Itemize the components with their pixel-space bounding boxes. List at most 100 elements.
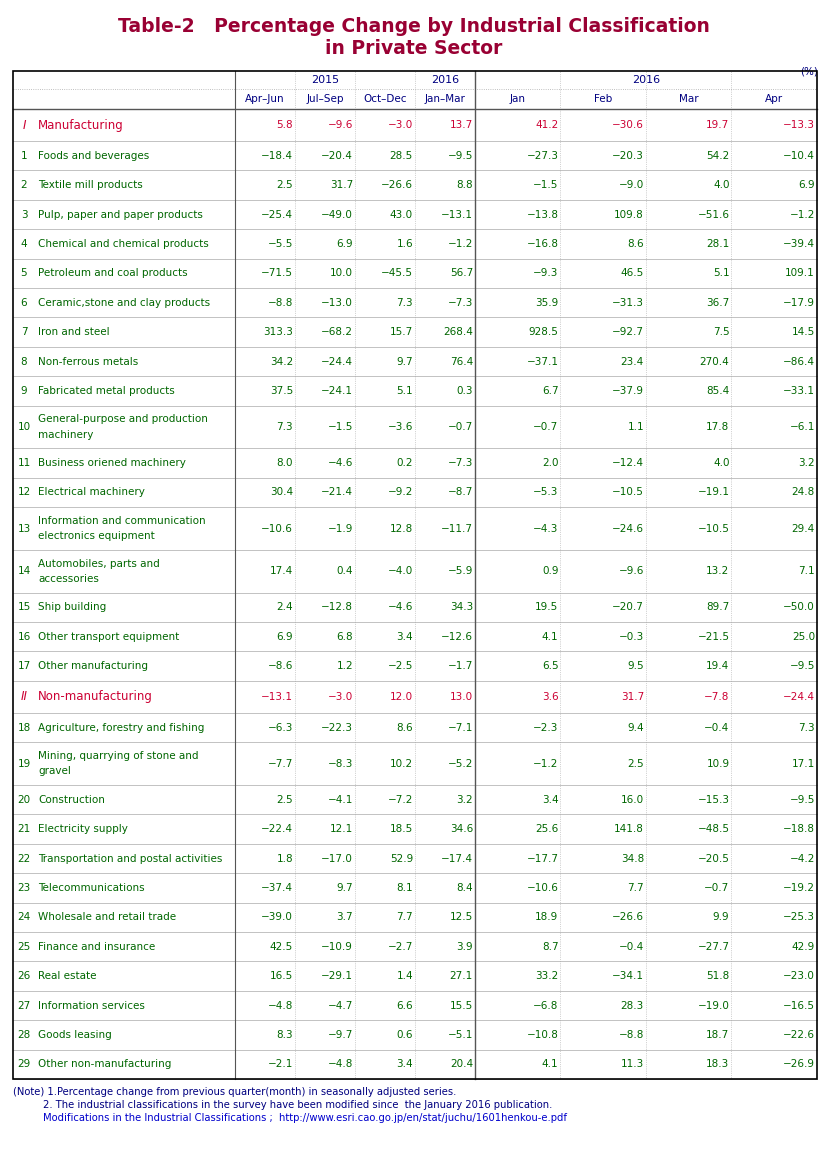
Text: −29.1: −29.1 xyxy=(321,971,352,981)
Text: −0.4: −0.4 xyxy=(618,942,643,952)
Text: 6.9: 6.9 xyxy=(336,238,352,249)
Text: −45.5: −45.5 xyxy=(380,269,413,278)
Text: 3.4: 3.4 xyxy=(396,631,413,642)
Text: Ship building: Ship building xyxy=(38,602,106,613)
Text: −19.1: −19.1 xyxy=(696,487,729,498)
Text: Petroleum and coal products: Petroleum and coal products xyxy=(38,269,188,278)
Text: 27: 27 xyxy=(17,1001,31,1010)
Text: Construction: Construction xyxy=(38,795,105,804)
Text: −68.2: −68.2 xyxy=(321,327,352,337)
Text: 12: 12 xyxy=(17,487,31,498)
Text: −86.4: −86.4 xyxy=(782,357,814,367)
Text: −9.5: −9.5 xyxy=(789,662,814,671)
Text: −6.1: −6.1 xyxy=(789,422,814,433)
Text: −17.4: −17.4 xyxy=(441,853,472,864)
Text: Textile mill products: Textile mill products xyxy=(38,180,142,191)
Text: −24.4: −24.4 xyxy=(321,357,352,367)
Text: in Private Sector: in Private Sector xyxy=(325,39,502,58)
Text: −4.2: −4.2 xyxy=(789,853,814,864)
Text: 12.5: 12.5 xyxy=(449,912,472,922)
Text: −27.7: −27.7 xyxy=(696,942,729,952)
Text: −4.1: −4.1 xyxy=(327,795,352,804)
Text: 2.5: 2.5 xyxy=(627,759,643,769)
Text: 141.8: 141.8 xyxy=(614,824,643,835)
Text: −12.4: −12.4 xyxy=(611,458,643,468)
Text: Telecommunications: Telecommunications xyxy=(38,883,145,893)
Text: Real estate: Real estate xyxy=(38,971,97,981)
Text: 3: 3 xyxy=(21,209,27,220)
Text: 8.4: 8.4 xyxy=(456,883,472,893)
Text: −9.5: −9.5 xyxy=(447,151,472,161)
Text: 31.7: 31.7 xyxy=(620,692,643,701)
Text: −1.5: −1.5 xyxy=(327,422,352,433)
Text: 7.3: 7.3 xyxy=(396,298,413,307)
Text: 2016: 2016 xyxy=(631,75,659,85)
Text: 9.7: 9.7 xyxy=(336,883,352,893)
Text: Apr–Jun: Apr–Jun xyxy=(245,94,284,104)
Text: Automobiles, parts and: Automobiles, parts and xyxy=(38,559,160,568)
Text: 52.9: 52.9 xyxy=(390,853,413,864)
Text: 8.7: 8.7 xyxy=(541,942,558,952)
Text: 2016: 2016 xyxy=(430,75,458,85)
Text: 19.7: 19.7 xyxy=(705,120,729,130)
Text: −4.8: −4.8 xyxy=(267,1001,293,1010)
Text: −2.7: −2.7 xyxy=(387,942,413,952)
Text: −2.3: −2.3 xyxy=(533,722,558,733)
Text: 3.6: 3.6 xyxy=(541,692,558,701)
Text: −16.5: −16.5 xyxy=(782,1001,814,1010)
Text: −22.3: −22.3 xyxy=(321,722,352,733)
Text: 9.4: 9.4 xyxy=(627,722,643,733)
Text: 6.5: 6.5 xyxy=(541,662,558,671)
Text: 11: 11 xyxy=(17,458,31,468)
Text: −24.1: −24.1 xyxy=(321,386,352,396)
Text: −1.2: −1.2 xyxy=(447,238,472,249)
Text: Mining, quarrying of stone and: Mining, quarrying of stone and xyxy=(38,750,198,761)
Text: 16: 16 xyxy=(17,631,31,642)
Text: 8.6: 8.6 xyxy=(627,238,643,249)
Text: −13.1: −13.1 xyxy=(261,692,293,701)
Text: −7.1: −7.1 xyxy=(447,722,472,733)
Text: 13.7: 13.7 xyxy=(449,120,472,130)
Text: −6.8: −6.8 xyxy=(533,1001,558,1010)
Text: Chemical and chemical products: Chemical and chemical products xyxy=(38,238,208,249)
Text: −20.4: −20.4 xyxy=(321,151,352,161)
Text: General-purpose and production: General-purpose and production xyxy=(38,414,208,424)
Text: 18.3: 18.3 xyxy=(705,1059,729,1070)
Text: −10.5: −10.5 xyxy=(697,524,729,533)
Text: −9.6: −9.6 xyxy=(618,566,643,576)
Text: −13.3: −13.3 xyxy=(782,120,814,130)
Text: 0.2: 0.2 xyxy=(396,458,413,468)
Text: 24: 24 xyxy=(17,912,31,922)
Text: 1: 1 xyxy=(21,151,27,161)
Text: II: II xyxy=(21,691,27,704)
Text: −4.6: −4.6 xyxy=(327,458,352,468)
Text: Feb: Feb xyxy=(594,94,612,104)
Text: −8.3: −8.3 xyxy=(327,759,352,769)
Text: Ceramic,stone and clay products: Ceramic,stone and clay products xyxy=(38,298,210,307)
Text: accessories: accessories xyxy=(38,574,98,584)
Text: 0.9: 0.9 xyxy=(542,566,558,576)
Text: −2.1: −2.1 xyxy=(267,1059,293,1070)
Text: Finance and insurance: Finance and insurance xyxy=(38,942,155,952)
Text: (Note) 1.Percentage change from previous quarter(month) in seasonally adjusted s: (Note) 1.Percentage change from previous… xyxy=(13,1087,456,1097)
Text: 15.5: 15.5 xyxy=(449,1001,472,1010)
Text: 268.4: 268.4 xyxy=(442,327,472,337)
Text: −26.6: −26.6 xyxy=(611,912,643,922)
Text: 0.4: 0.4 xyxy=(336,566,352,576)
Text: −11.7: −11.7 xyxy=(441,524,472,533)
Text: −16.8: −16.8 xyxy=(526,238,558,249)
Text: 2. The industrial classifications in the survey have been modified since  the Ja: 2. The industrial classifications in the… xyxy=(43,1100,552,1111)
Text: −4.7: −4.7 xyxy=(327,1001,352,1010)
Text: 34.6: 34.6 xyxy=(449,824,472,835)
Text: −1.7: −1.7 xyxy=(447,662,472,671)
Text: −17.0: −17.0 xyxy=(321,853,352,864)
Text: 20: 20 xyxy=(17,795,31,804)
Text: 42.9: 42.9 xyxy=(791,942,814,952)
Text: 4.1: 4.1 xyxy=(541,631,558,642)
Text: −17.7: −17.7 xyxy=(526,853,558,864)
Text: 5: 5 xyxy=(21,269,27,278)
Text: 10.2: 10.2 xyxy=(390,759,413,769)
Text: 56.7: 56.7 xyxy=(449,269,472,278)
Text: 28.1: 28.1 xyxy=(705,238,729,249)
Text: 0.3: 0.3 xyxy=(456,386,472,396)
